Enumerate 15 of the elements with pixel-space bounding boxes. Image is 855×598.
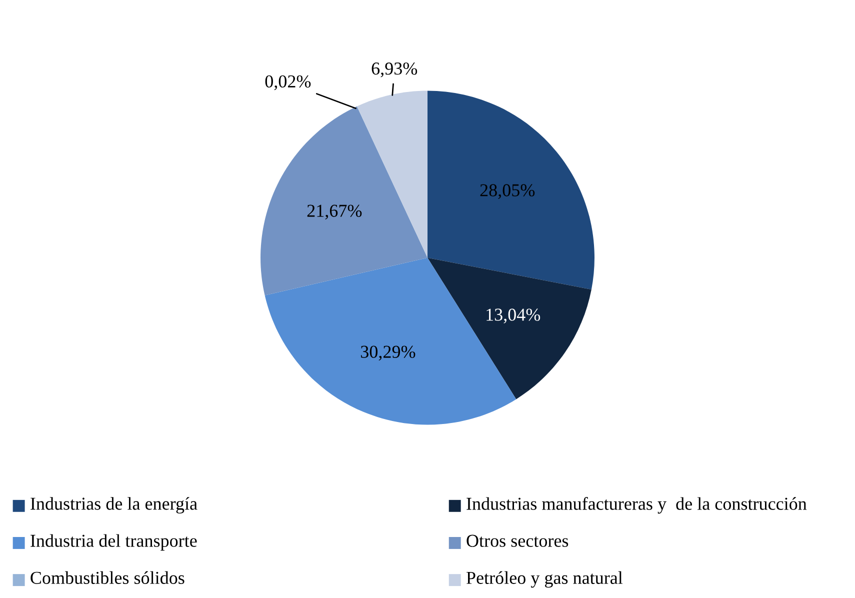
data-label: 0,02% (265, 75, 311, 90)
data-label: 21,67% (307, 204, 362, 220)
data-label: 28,05% (480, 184, 535, 199)
legend-label: Industrias manufactureras y de la construcción (466, 497, 807, 514)
legend-label: Otros sectores (466, 534, 568, 547)
legend-label: Industrias de la energía (30, 497, 198, 514)
pie-slice (260, 106, 428, 296)
pie-slice (428, 258, 592, 400)
data-label: 13,04% (486, 308, 540, 324)
data-label: 30,29% (361, 346, 416, 361)
legend-label: Petróleo y gas natural (466, 571, 623, 588)
pie-slice (428, 90, 594, 290)
legend-label: Industria del transporte (30, 534, 197, 551)
legend-label: Combustibles sólidos (30, 571, 184, 584)
data-label: 6,93% (372, 62, 418, 78)
